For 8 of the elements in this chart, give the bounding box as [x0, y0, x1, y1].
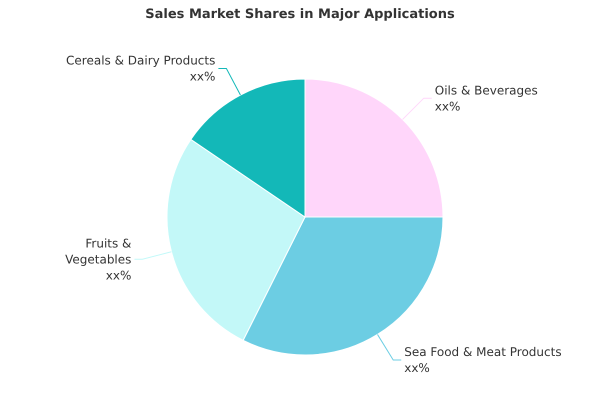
data-label: xx%: [190, 70, 216, 84]
slice-label: Cereals & Dairy Products: [66, 54, 216, 68]
data-label: xx%: [404, 361, 430, 376]
data-label: xx%: [434, 99, 460, 114]
chart-title: Sales Market Shares in Major Applications: [145, 7, 455, 22]
data-label: xx%: [106, 268, 132, 282]
slice-label: Oils & Beverages: [434, 83, 538, 98]
slice-label: Sea Food & Meat Products: [404, 345, 562, 360]
